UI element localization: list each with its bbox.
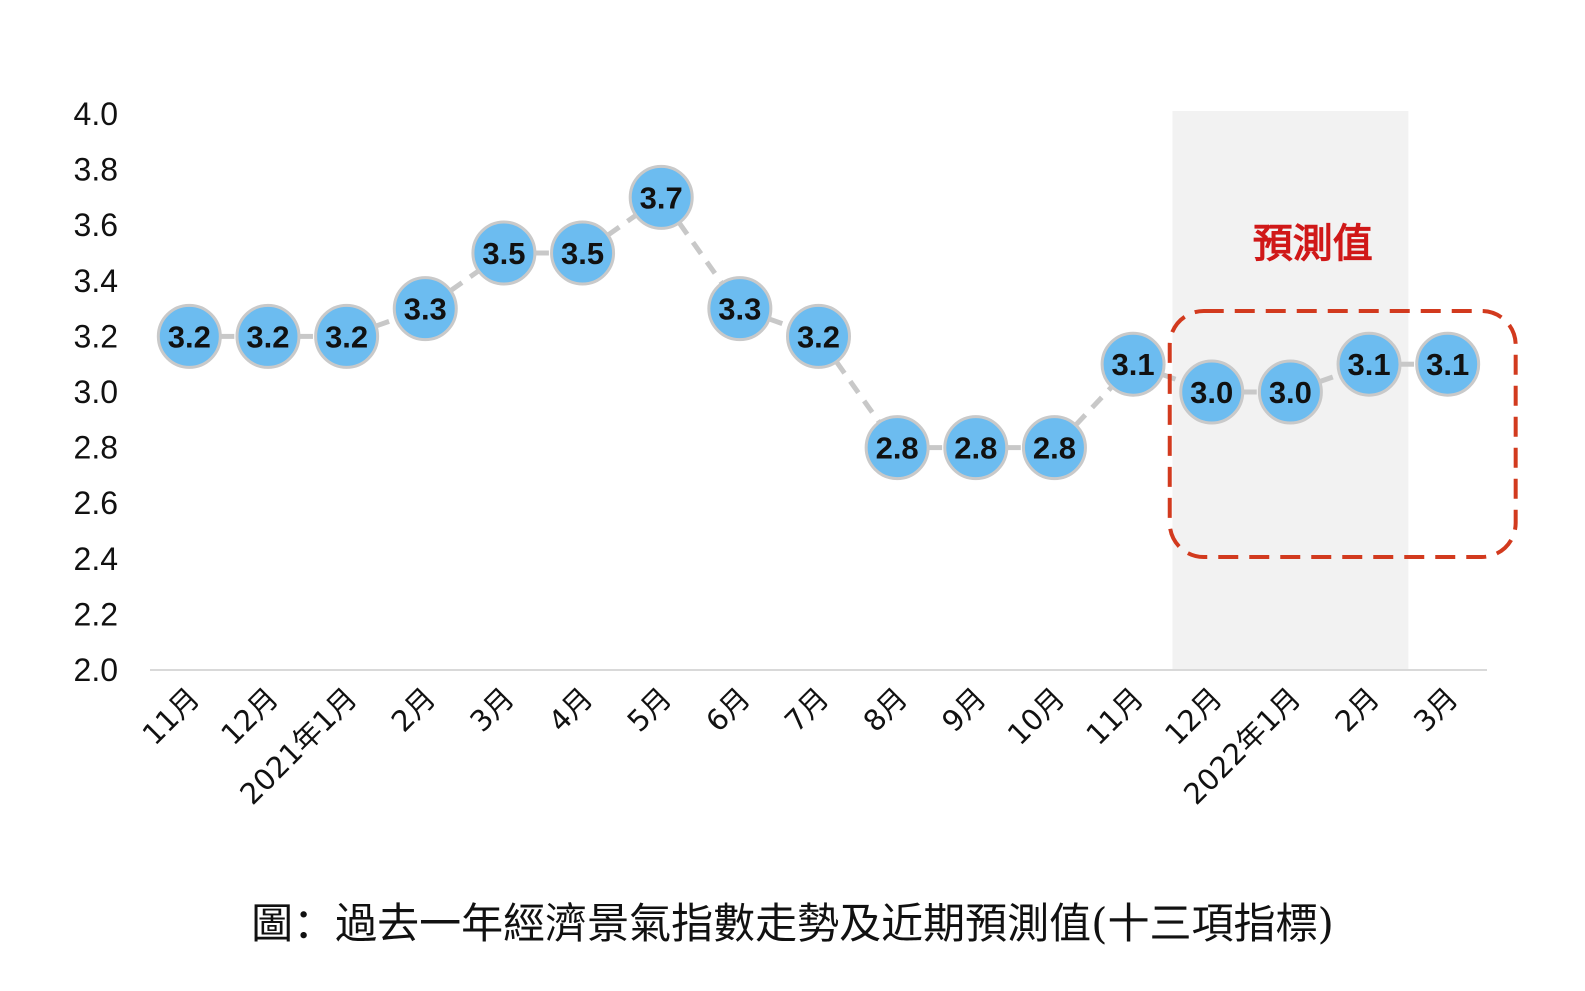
data-point bbox=[1257, 359, 1323, 425]
data-point bbox=[1021, 415, 1087, 481]
data-value-label: 3.7 bbox=[640, 180, 683, 215]
x-tick-label: 2月 bbox=[1328, 681, 1386, 739]
data-point bbox=[1179, 359, 1245, 425]
x-tick-label: 11月 bbox=[1079, 681, 1150, 752]
y-tick-label: 4.0 bbox=[74, 96, 118, 132]
series-connector bbox=[375, 316, 397, 329]
series-data-points: 3.2 3.2 3.2 3.3 3.5 3.5 3.7 3.3 3.2 2.8 2.8 2.8 3.1 3… bbox=[156, 164, 1481, 481]
data-value-label: 3.3 bbox=[718, 292, 761, 327]
data-point bbox=[314, 303, 380, 369]
x-tick-label: 7月 bbox=[778, 681, 836, 739]
y-tick-label: 3.4 bbox=[74, 263, 118, 299]
data-value-label: 2.8 bbox=[876, 431, 919, 466]
data-value-label: 3.2 bbox=[325, 319, 368, 354]
y-tick-label: 3.6 bbox=[74, 207, 118, 243]
data-value-label: 3.5 bbox=[482, 236, 525, 271]
data-point bbox=[786, 303, 851, 369]
series-connector bbox=[1318, 372, 1341, 385]
data-value-label: 3.2 bbox=[246, 319, 289, 354]
y-tick-label: 2.8 bbox=[74, 430, 118, 466]
data-point bbox=[471, 220, 537, 286]
data-value-label: 3.0 bbox=[1269, 375, 1312, 410]
series-connector bbox=[1161, 372, 1184, 385]
data-point bbox=[1100, 331, 1166, 397]
x-tick-label: 9月 bbox=[935, 681, 993, 739]
y-tick-label: 3.0 bbox=[74, 374, 118, 410]
data-point bbox=[1415, 331, 1481, 397]
data-value-label: 3.3 bbox=[404, 292, 447, 327]
data-value-label: 3.2 bbox=[797, 319, 840, 354]
series-connector bbox=[449, 268, 481, 293]
data-point bbox=[156, 303, 222, 369]
y-tick-label: 3.8 bbox=[74, 152, 118, 188]
x-tick-label: 3月 bbox=[1407, 681, 1465, 739]
data-value-label: 3.5 bbox=[561, 236, 604, 271]
x-tick-label: 10月 bbox=[1001, 681, 1072, 752]
economic-index-chart: 2.02.22.42.62.83.03.23.43.63.84.0 11月 12月… bbox=[74, 96, 1518, 811]
x-tick-label: 12月 bbox=[214, 681, 285, 752]
forecast-label: 預測值 bbox=[1253, 221, 1373, 267]
x-tick-label: 12月 bbox=[1158, 681, 1229, 752]
y-tick-label: 2.4 bbox=[74, 541, 118, 577]
forecast-dashed-box bbox=[1167, 309, 1518, 559]
y-tick-label: 3.2 bbox=[74, 318, 118, 354]
x-tick-label: 8月 bbox=[857, 681, 915, 739]
data-value-label: 2.8 bbox=[954, 431, 997, 466]
x-tick-label: 6月 bbox=[699, 681, 757, 739]
data-value-label: 3.1 bbox=[1426, 347, 1469, 382]
data-value-label: 3.0 bbox=[1190, 375, 1233, 410]
data-point bbox=[943, 415, 1009, 481]
series-connector bbox=[606, 213, 638, 238]
y-axis-tick-labels: 2.0 2.2 2.4 2.6 2.8 3.0 3.2 3.4 3.6 3.8 4.0 bbox=[74, 96, 118, 688]
data-point bbox=[550, 220, 616, 286]
data-value-label: 3.2 bbox=[168, 319, 211, 354]
x-tick-label: 3月 bbox=[463, 681, 521, 739]
data-value-label: 3.1 bbox=[1112, 347, 1155, 382]
x-tick-label: 4月 bbox=[542, 681, 600, 739]
series-connector bbox=[1073, 385, 1114, 427]
data-point bbox=[864, 415, 930, 481]
series-connector-lines bbox=[220, 213, 1417, 451]
x-tick-label: 2月 bbox=[385, 681, 443, 739]
data-point bbox=[392, 276, 458, 342]
data-value-label: 3.1 bbox=[1347, 347, 1390, 382]
data-point bbox=[707, 276, 773, 342]
data-value-label: 2.8 bbox=[1033, 431, 1076, 466]
series-connector bbox=[768, 316, 791, 329]
data-point bbox=[628, 164, 694, 230]
y-tick-label: 2.6 bbox=[74, 485, 118, 521]
series-connector bbox=[834, 360, 882, 424]
series-connector bbox=[677, 221, 724, 285]
figure-caption: 圖：過去一年經濟景氣指數走勢及近期預測值(十三項指標) bbox=[251, 899, 1334, 948]
x-tick-label: 11月 bbox=[136, 681, 207, 752]
data-point bbox=[235, 303, 301, 369]
y-tick-label: 2.0 bbox=[74, 652, 118, 688]
y-tick-label: 2.2 bbox=[74, 596, 118, 632]
x-tick-label: 5月 bbox=[621, 681, 679, 739]
data-point bbox=[1336, 331, 1402, 397]
